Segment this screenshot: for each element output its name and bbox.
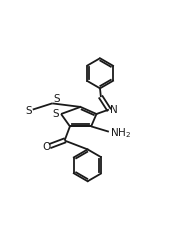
Text: S: S: [25, 105, 32, 115]
Text: S: S: [53, 109, 59, 118]
Text: O: O: [42, 141, 51, 151]
Text: S: S: [53, 93, 60, 103]
Text: NH$_2$: NH$_2$: [110, 125, 131, 139]
Text: N: N: [110, 105, 118, 115]
